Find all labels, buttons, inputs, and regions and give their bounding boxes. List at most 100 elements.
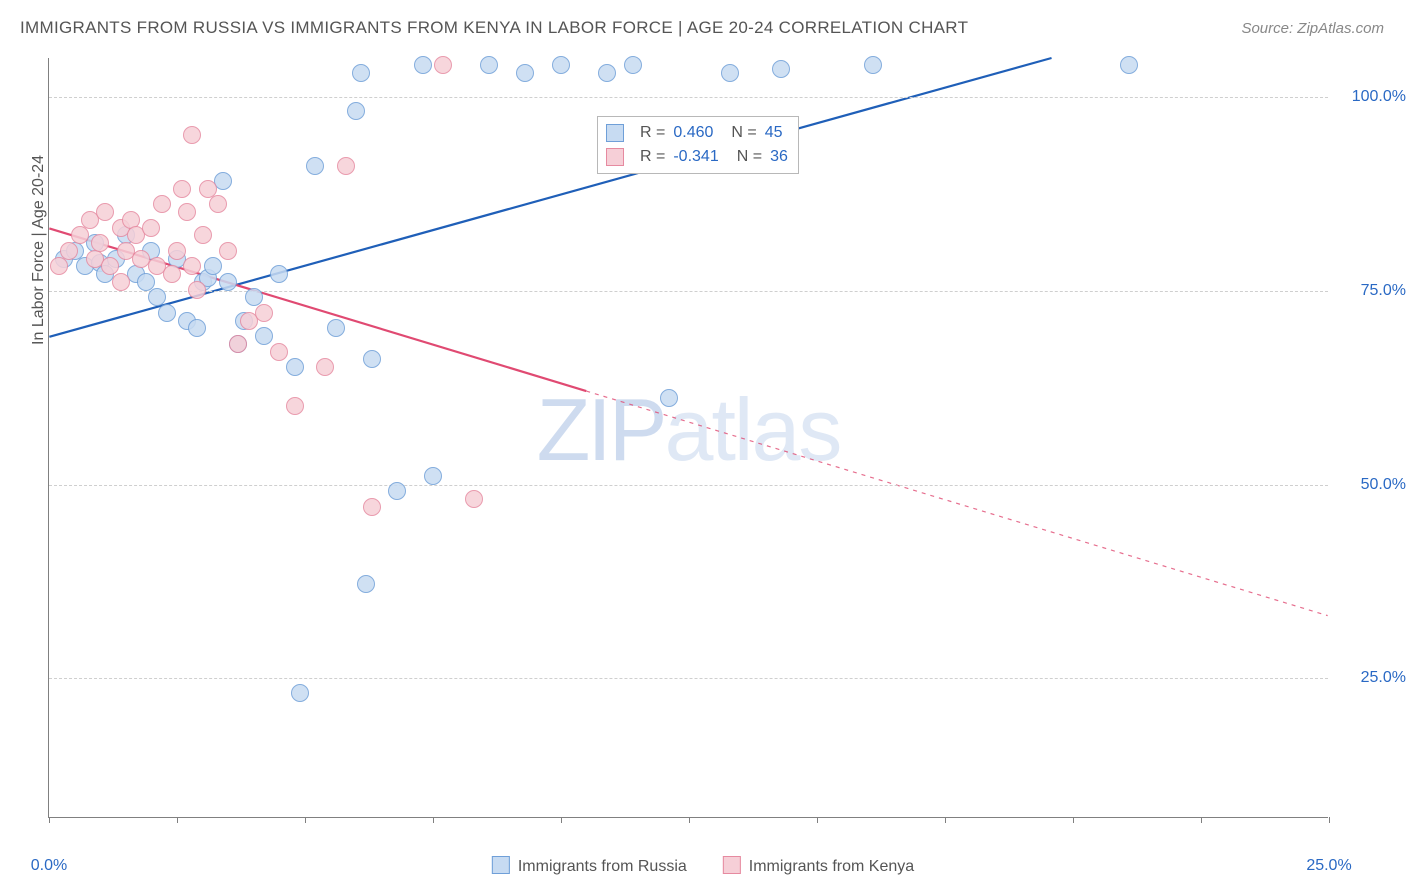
correlation-legend: R = 0.460 N = 45 R = -0.341 N = 36 <box>597 116 799 174</box>
x-tick <box>305 817 306 823</box>
data-point <box>153 195 171 213</box>
x-tick <box>177 817 178 823</box>
data-point <box>327 319 345 337</box>
x-tick <box>1073 817 1074 823</box>
x-tick <box>945 817 946 823</box>
data-point <box>229 335 247 353</box>
swatch-kenya <box>606 148 624 166</box>
r-value-kenya: -0.341 <box>673 145 718 169</box>
data-point <box>255 304 273 322</box>
data-point <box>183 126 201 144</box>
data-point <box>480 56 498 74</box>
data-point <box>624 56 642 74</box>
y-tick-label: 25.0% <box>1336 669 1406 687</box>
data-point <box>91 234 109 252</box>
n-label: N = <box>737 145 762 169</box>
data-point <box>465 490 483 508</box>
x-tick <box>1201 817 1202 823</box>
data-point <box>316 358 334 376</box>
gridline <box>49 291 1328 292</box>
swatch-russia <box>606 124 624 142</box>
data-point <box>286 397 304 415</box>
data-point <box>168 242 186 260</box>
watermark-zip: ZIP <box>537 380 665 479</box>
n-label: N = <box>731 121 756 145</box>
data-point <box>112 273 130 291</box>
legend-label-russia: Immigrants from Russia <box>518 858 687 875</box>
data-point <box>178 203 196 221</box>
data-point <box>142 219 160 237</box>
data-point <box>219 273 237 291</box>
data-point <box>214 172 232 190</box>
data-point <box>194 226 212 244</box>
data-point <box>864 56 882 74</box>
y-tick-label: 100.0% <box>1336 88 1406 106</box>
data-point <box>363 350 381 368</box>
chart-plot-area: ZIPatlas R = 0.460 N = 45 R = -0.341 N =… <box>48 58 1328 818</box>
y-tick-label: 75.0% <box>1336 282 1406 300</box>
y-axis-label: In Labor Force | Age 20-24 <box>30 155 48 345</box>
legend-item-russia: Immigrants from Russia <box>492 856 687 876</box>
data-point <box>363 498 381 516</box>
data-point <box>188 281 206 299</box>
data-point <box>50 257 68 275</box>
data-point <box>163 265 181 283</box>
data-point <box>209 195 227 213</box>
watermark: ZIPatlas <box>537 379 841 481</box>
data-point <box>721 64 739 82</box>
data-point <box>552 56 570 74</box>
data-point <box>188 319 206 337</box>
x-tick <box>433 817 434 823</box>
data-point <box>183 257 201 275</box>
data-point <box>357 575 375 593</box>
data-point <box>270 343 288 361</box>
correlation-row-russia: R = 0.460 N = 45 <box>606 121 788 145</box>
chart-title: IMMIGRANTS FROM RUSSIA VS IMMIGRANTS FRO… <box>20 18 968 38</box>
data-point <box>337 157 355 175</box>
x-tick <box>561 817 562 823</box>
data-point <box>772 60 790 78</box>
data-point <box>96 203 114 221</box>
data-point <box>1120 56 1138 74</box>
x-tick <box>689 817 690 823</box>
data-point <box>71 226 89 244</box>
data-point <box>255 327 273 345</box>
r-value-russia: 0.460 <box>673 121 713 145</box>
data-point <box>286 358 304 376</box>
data-point <box>173 180 191 198</box>
x-tick <box>817 817 818 823</box>
data-point <box>388 482 406 500</box>
watermark-atlas: atlas <box>665 380 841 479</box>
data-point <box>424 467 442 485</box>
n-value-kenya: 36 <box>770 145 788 169</box>
legend-item-kenya: Immigrants from Kenya <box>723 856 914 876</box>
data-point <box>434 56 452 74</box>
data-point <box>306 157 324 175</box>
series-legend: Immigrants from Russia Immigrants from K… <box>492 856 914 876</box>
gridline <box>49 485 1328 486</box>
y-tick-label: 50.0% <box>1336 476 1406 494</box>
swatch-russia <box>492 856 510 874</box>
data-point <box>414 56 432 74</box>
r-label: R = <box>640 121 665 145</box>
data-point <box>219 242 237 260</box>
swatch-kenya <box>723 856 741 874</box>
data-point <box>516 64 534 82</box>
data-point <box>270 265 288 283</box>
gridline <box>49 678 1328 679</box>
data-point <box>598 64 616 82</box>
data-point <box>60 242 78 260</box>
x-tick-label: 0.0% <box>31 857 67 875</box>
source-attribution: Source: ZipAtlas.com <box>1241 20 1384 37</box>
x-tick <box>1329 817 1330 823</box>
x-tick <box>49 817 50 823</box>
gridline <box>49 97 1328 98</box>
data-point <box>660 389 678 407</box>
data-point <box>291 684 309 702</box>
data-point <box>347 102 365 120</box>
x-tick-label: 25.0% <box>1306 857 1351 875</box>
legend-label-kenya: Immigrants from Kenya <box>749 858 914 875</box>
data-point <box>204 257 222 275</box>
data-point <box>352 64 370 82</box>
n-value-russia: 45 <box>765 121 783 145</box>
